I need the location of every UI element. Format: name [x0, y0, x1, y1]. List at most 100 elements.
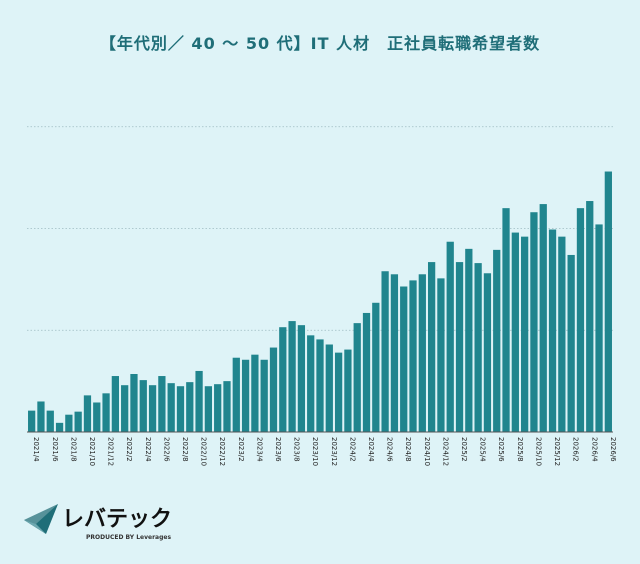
bar-2022/2 [121, 385, 129, 432]
x-tick-label: 2025/6 [497, 437, 505, 462]
bar-2021/10 [83, 395, 92, 432]
brand-name: レバテック [62, 507, 172, 532]
x-tick-labels: 2021/4 2021/6 2021/8 2021/10 2021/12 2022/2 20… [32, 437, 617, 466]
bar-2023/6 [269, 347, 278, 432]
bar-2025/2 [455, 262, 464, 432]
x-tick-label: 2021/10 [88, 437, 96, 466]
x-tick-label: 2026/4 [590, 437, 598, 462]
bar-2023/11 [316, 339, 324, 432]
bar-2021/7 [55, 422, 64, 432]
x-tick-label: 2022/8 [181, 437, 189, 462]
bar-2022/11 [204, 386, 213, 432]
bars [28, 171, 612, 433]
bar-2022/4 [139, 380, 147, 432]
x-tick-label: 2021/6 [51, 437, 59, 462]
x-tick-label: 2021/12 [107, 437, 115, 466]
bar-2025/9 [521, 236, 529, 432]
bar-2023/5 [260, 359, 268, 432]
bar-2023/4 [251, 354, 259, 432]
x-tick-label: 2025/4 [479, 437, 487, 462]
bar-2025/5 [483, 273, 492, 432]
bar-chart: 2021/4 2021/6 2021/8 2021/10 2021/12 2022/2 20… [27, 126, 617, 466]
bar-2023/2 [232, 357, 240, 432]
bar-2021/6 [46, 410, 54, 432]
x-tick-label: 2021/4 [32, 437, 40, 462]
bar-2022/1 [111, 376, 119, 432]
x-tick-label: 2023/12 [330, 437, 338, 466]
bar-2021/11 [93, 402, 101, 432]
x-tick-label: 2022/4 [144, 437, 152, 462]
bar-2025/8 [511, 232, 519, 432]
x-tick-label: 2023/8 [293, 437, 301, 462]
bar-2022/6 [158, 376, 166, 432]
x-tick-label: 2024/2 [348, 437, 356, 462]
bar-2024/3 [353, 323, 361, 432]
bar-2025/12 [548, 229, 557, 432]
x-tick-label: 2025/8 [516, 437, 524, 462]
x-tick-label: 2024/8 [404, 437, 412, 462]
bar-2024/7 [390, 274, 399, 432]
bar-2021/8 [65, 414, 73, 432]
x-tick-label: 2022/10 [200, 437, 208, 466]
bar-2026/6 [604, 171, 612, 432]
bar-2021/12 [102, 393, 110, 432]
bar-2023/8 [288, 321, 296, 432]
bar-2024/2 [344, 349, 352, 432]
x-tick-label: 2025/12 [553, 437, 561, 466]
x-tick-label: 2025/10 [534, 437, 542, 466]
x-tick-label: 2026/2 [572, 437, 580, 462]
x-tick-label: 2024/10 [423, 437, 431, 466]
bar-2024/12 [437, 278, 445, 432]
bar-2024/8 [400, 286, 408, 432]
bar-2024/11 [427, 262, 436, 432]
x-tick-label: 2021/8 [69, 437, 77, 462]
bar-2022/8 [176, 386, 185, 432]
x-tick-label: 2022/12 [218, 437, 226, 466]
bar-2022/12 [214, 384, 222, 432]
bar-2021/9 [74, 411, 82, 432]
bar-2026/5 [595, 224, 603, 432]
x-tick-label: 2026/6 [609, 437, 617, 462]
bar-2026/1 [558, 236, 566, 432]
x-tick-label: 2024/4 [367, 437, 375, 462]
x-tick-label: 2024/12 [441, 437, 449, 466]
bar-2025/1 [446, 241, 454, 432]
bar-2022/10 [195, 370, 203, 432]
bar-2024/5 [372, 302, 380, 432]
bar-2026/3 [576, 208, 585, 432]
leverages-mark-icon [24, 504, 58, 534]
x-tick-label: 2023/2 [237, 437, 245, 462]
bar-2025/10 [530, 212, 538, 432]
bar-2024/9 [409, 280, 417, 432]
bar-2022/9 [186, 382, 194, 432]
bar-2022/3 [130, 374, 138, 432]
brand-tagline: PRODUCED BY Leverages [86, 534, 171, 541]
bar-2023/3 [241, 359, 250, 432]
bar-2024/4 [362, 312, 371, 432]
bar-2026/4 [586, 201, 594, 432]
bar-2025/3 [465, 248, 473, 432]
bar-2024/6 [381, 271, 389, 432]
x-tick-label: 2024/6 [386, 437, 394, 462]
bar-2023/10 [307, 335, 315, 432]
x-tick-label: 2022/6 [162, 437, 170, 462]
bar-2023/7 [279, 327, 287, 432]
x-tick-label: 2025/2 [460, 437, 468, 462]
x-tick-label: 2023/10 [311, 437, 319, 466]
chart-title: 【年代別／ 40 ～ 50 代】IT 人材 正社員転職希望者数 [99, 34, 541, 53]
bar-2021/5 [37, 401, 45, 432]
bar-2022/5 [148, 385, 157, 432]
bar-2024/10 [418, 274, 426, 432]
bar-2025/11 [539, 204, 547, 432]
brand-logo: レバテック PRODUCED BY Leverages [24, 504, 172, 541]
bar-2023/12 [325, 344, 333, 432]
x-tick-label: 2023/6 [274, 437, 282, 462]
bar-2022/7 [167, 383, 175, 432]
bar-2024/1 [334, 352, 343, 432]
bar-2025/4 [474, 263, 482, 432]
bar-2025/7 [502, 208, 510, 432]
bar-2021/4 [28, 410, 36, 432]
bar-2026/2 [567, 254, 575, 432]
bar-2025/6 [493, 249, 501, 432]
x-tick-label: 2023/4 [255, 437, 263, 462]
